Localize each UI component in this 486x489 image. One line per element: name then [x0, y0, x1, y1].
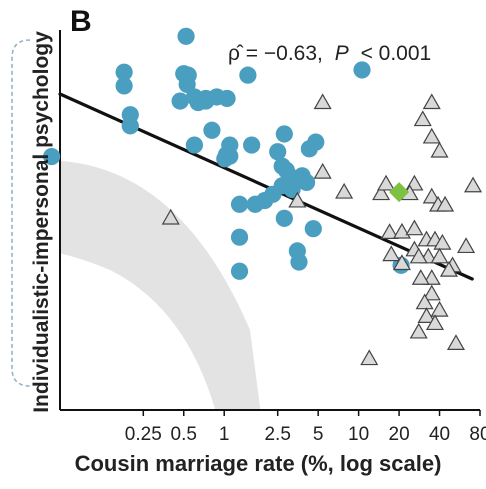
data-point-circle [243, 136, 261, 154]
data-point-triangle [436, 195, 455, 212]
data-point-triangle [425, 314, 445, 331]
stat-p-label: P [335, 42, 349, 65]
data-point-triangle [415, 293, 434, 310]
data-point-circle [171, 92, 189, 110]
x-tick-label: 40 [429, 424, 450, 445]
data-point-circle [43, 147, 61, 166]
statistics-annotation: ρ̂ = −0.63, P < 0.001 [228, 42, 431, 65]
x-tick-label: 1 [219, 424, 230, 445]
data-point-triangle [422, 269, 441, 285]
background-gray-band [60, 161, 261, 410]
data-point-circle [307, 133, 325, 151]
data-point-diamond [389, 182, 410, 203]
data-point-circle [290, 253, 308, 271]
data-point-circle [221, 147, 239, 165]
data-point-triangle [392, 254, 411, 271]
panel-label: B [70, 5, 92, 38]
x-tick-label: 5 [313, 424, 324, 445]
stat-rho: ρ̂ = −0.63, [228, 42, 323, 65]
data-point-circle [297, 173, 316, 192]
data-point-circle [115, 63, 133, 81]
data-point-circle [115, 77, 133, 95]
data-point-triangle [335, 182, 354, 199]
data-point-triangle [405, 219, 424, 236]
data-point-triangle [422, 284, 441, 301]
data-point-triangle [409, 247, 428, 264]
x-tick-label: 0.25 [125, 424, 162, 445]
data-point-triangle [313, 162, 332, 179]
data-points [43, 27, 483, 366]
data-point-triangle [372, 184, 391, 201]
data-point-triangle [411, 269, 430, 285]
data-point-circle [197, 92, 215, 110]
x-tick-label: 0.5 [171, 424, 197, 445]
stat-p-value: < 0.001 [361, 42, 432, 65]
data-point-triangle [360, 349, 379, 366]
data-point-circle [121, 117, 139, 135]
data-point-circle [203, 121, 221, 139]
left-dashed-bracket [11, 39, 31, 387]
data-point-circle [230, 228, 249, 246]
x-tick-label: 20 [389, 424, 410, 445]
data-point-circle [230, 195, 249, 213]
x-tick-label: 80 [469, 424, 486, 445]
data-point-triangle [430, 141, 449, 158]
data-point-triangle [382, 245, 401, 262]
data-point-triangle [313, 93, 332, 110]
data-point-triangle [380, 223, 399, 239]
data-point-triangle [439, 260, 458, 277]
data-point-triangle [422, 127, 441, 144]
data-point-circle [185, 136, 204, 154]
data-point-triangle [288, 191, 307, 208]
data-point-triangle [433, 233, 452, 250]
x-ticks: 0.25 0.5 1 2.5 5 10 20 40 80 [125, 410, 486, 445]
data-point-circle [177, 27, 195, 45]
x-tick-label: 10 [348, 424, 369, 445]
data-point-circle [275, 125, 293, 143]
data-point-circle [246, 195, 264, 213]
data-point-triangle [430, 300, 449, 317]
data-point-triangle [413, 110, 432, 127]
data-point-triangle [430, 247, 449, 264]
x-tick-label: 2.5 [264, 424, 290, 445]
data-point-triangle [422, 187, 441, 204]
data-point-triangle [446, 334, 466, 350]
data-point-triangle [409, 322, 428, 339]
data-point-triangle [161, 208, 180, 225]
data-point-circle [178, 75, 196, 93]
data-point-circle [218, 89, 236, 108]
data-point-triangle [392, 222, 411, 239]
x-axis-label: Cousin marriage rate (%, log scale) [75, 451, 442, 476]
y-axis-label: Individualistic-impersonal psychology [30, 31, 53, 413]
data-point-circle [269, 143, 287, 161]
data-point-triangle [377, 174, 396, 191]
data-point-circle [239, 66, 257, 84]
data-point-triangle [463, 176, 483, 193]
data-point-triangle [457, 237, 476, 254]
data-point-circle [230, 262, 249, 280]
data-point-circle [353, 61, 371, 79]
data-point-circle [275, 209, 293, 227]
data-point-triangle [422, 93, 441, 110]
data-point-circle [304, 220, 322, 238]
data-point-triangle [417, 307, 436, 323]
